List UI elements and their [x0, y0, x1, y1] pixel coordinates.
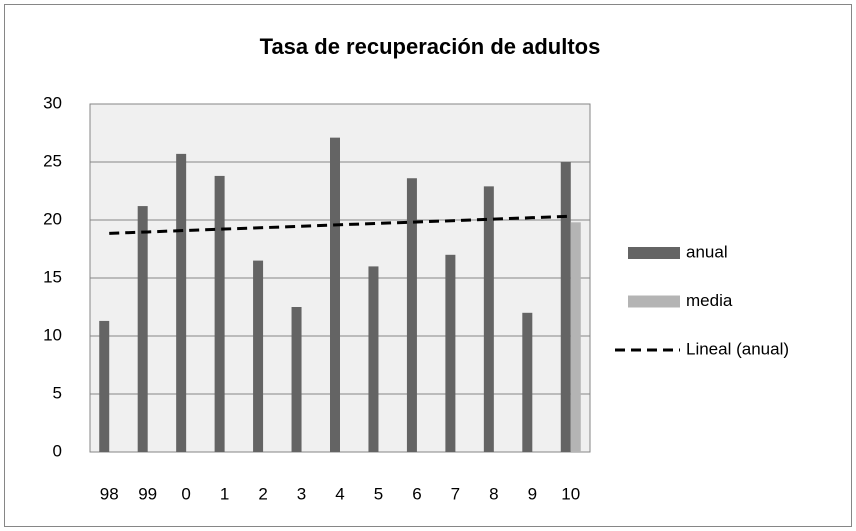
x-tick-label: 5 — [374, 484, 383, 503]
x-tick-label: 98 — [100, 484, 119, 503]
bar — [570, 222, 581, 452]
x-tick-label: 4 — [335, 484, 344, 503]
x-tick-label: 1 — [220, 484, 229, 503]
legend-label: anual — [686, 242, 728, 261]
x-tick-label: 0 — [181, 484, 190, 503]
bar — [214, 175, 225, 453]
bar — [99, 320, 110, 452]
x-tick-label: 3 — [297, 484, 306, 503]
x-tick-label: 2 — [258, 484, 267, 503]
y-tick-label: 0 — [53, 441, 62, 460]
x-tick-label: 9 — [528, 484, 537, 503]
bar — [483, 186, 494, 453]
x-tick-label: 10 — [561, 484, 580, 503]
chart-title: Tasa de recuperación de adultos — [260, 34, 601, 59]
bar — [330, 137, 340, 452]
x-tick-label: 6 — [412, 484, 421, 503]
x-tick-label: 8 — [489, 484, 498, 503]
y-tick-label: 25 — [43, 151, 62, 170]
bar — [291, 307, 302, 452]
legend-swatch — [628, 295, 680, 308]
bar — [176, 153, 187, 452]
bar — [253, 260, 264, 452]
x-tick-label: 7 — [451, 484, 460, 503]
y-tick-label: 10 — [43, 325, 62, 344]
bar — [560, 162, 571, 452]
x-tick-label: 99 — [138, 484, 157, 503]
trend-line — [109, 214, 571, 235]
y-tick-label: 30 — [43, 93, 62, 112]
bar — [522, 312, 533, 452]
y-tick-label: 5 — [53, 383, 62, 402]
y-tick-label: 15 — [43, 267, 62, 286]
legend-swatch — [628, 247, 680, 259]
bar — [406, 178, 417, 453]
legend-label: Lineal (anual) — [686, 339, 789, 358]
legend-label: media — [686, 291, 733, 310]
bar — [445, 254, 456, 452]
bar — [137, 206, 148, 452]
y-tick-label: 20 — [43, 209, 62, 228]
bar — [368, 266, 379, 452]
